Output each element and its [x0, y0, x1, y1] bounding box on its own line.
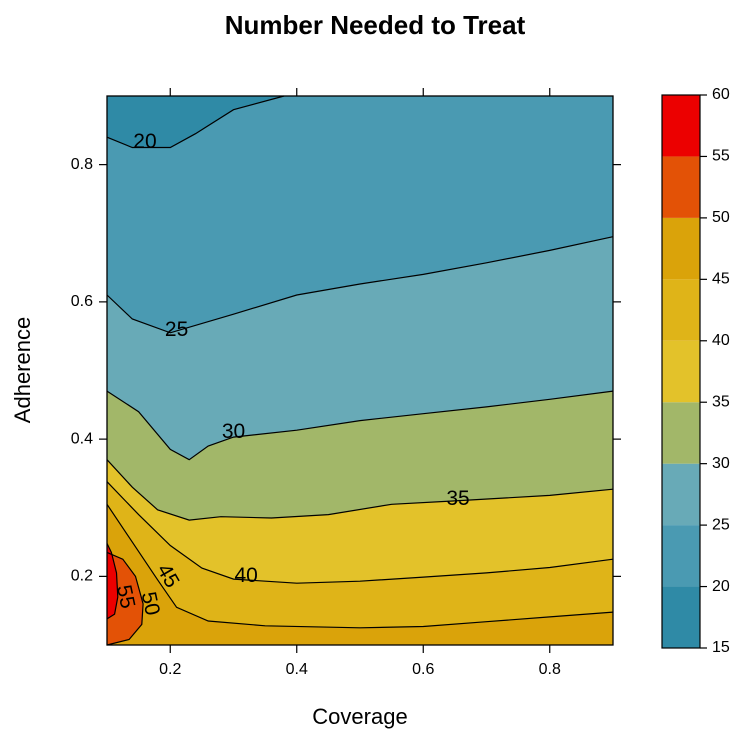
region-45-50 [107, 504, 613, 645]
contour-line-55 [106, 543, 119, 620]
contour-line-50 [106, 551, 144, 646]
colorbar-tick-label: 30 [712, 455, 730, 472]
y-tick-label: 0.4 [71, 430, 93, 447]
colorbar-tick-label: 55 [712, 148, 730, 165]
contour-line-35 [106, 459, 614, 521]
contour-label-50: 50 [137, 590, 164, 618]
y-axis-label: Adherence [10, 317, 35, 423]
colorbar-band-35-40 [662, 340, 700, 403]
colorbar-tick-label: 45 [712, 271, 730, 288]
contour-lines [106, 95, 614, 646]
contour-regions [107, 96, 613, 645]
region-15-20 [107, 96, 285, 148]
region-55-60 [107, 543, 118, 619]
contour-line-45 [106, 503, 614, 629]
x-axis-label: Coverage [312, 704, 407, 729]
colorbar-band-45-50 [662, 217, 700, 280]
colorbar-tick-label: 60 [712, 86, 730, 103]
colorbar-tick-label: 20 [712, 578, 730, 595]
chart-title: Number Needed to Treat [225, 10, 526, 40]
contour-line-20 [106, 95, 285, 149]
x-tick-label: 0.8 [539, 661, 561, 678]
contour-line-40 [106, 481, 614, 584]
x-tick-label: 0.6 [412, 661, 434, 678]
y-tick-label: 0.6 [71, 293, 93, 310]
plot-frame [106, 95, 614, 646]
contour-label-40: 40 [234, 564, 257, 587]
y-tick-label: 0.2 [71, 568, 93, 585]
colorbar-tick-label: 25 [712, 516, 730, 533]
colorbar-band-55-60 [662, 95, 700, 157]
contour-line-30 [106, 390, 614, 461]
colorbar-tick-label: 40 [712, 332, 730, 349]
axes: 0.2 0.4 0.6 0.8 0.2 0.4 0.6 0.8 [71, 88, 621, 678]
colorbar-band-20-25 [662, 525, 700, 587]
colorbar: 15 20 25 30 35 40 45 50 55 60 [661, 86, 730, 656]
contour-label-35: 35 [446, 487, 469, 510]
colorbar-tick-label: 50 [712, 209, 730, 226]
colorbar-band-50-55 [662, 156, 700, 218]
contour-line-25 [106, 236, 614, 334]
x-tick-label: 0.4 [286, 661, 308, 678]
colorbar-frame [661, 94, 701, 649]
colorbar-band-30-35 [662, 402, 700, 464]
colorbar-band-40-45 [662, 279, 700, 341]
contour-label-55: 55 [112, 583, 139, 611]
contour-label-20: 20 [133, 130, 156, 153]
colorbar-band-15-20 [662, 586, 700, 648]
colorbar-band-25-30 [662, 463, 700, 526]
region-40-45 [107, 481, 613, 645]
contour-label-30: 30 [222, 420, 245, 443]
contour-label-25: 25 [165, 318, 188, 341]
colorbar-tick-label: 35 [712, 393, 730, 410]
y-tick-label: 0.8 [71, 156, 93, 173]
colorbar-tick-label: 15 [712, 639, 730, 656]
x-tick-label: 0.2 [159, 661, 181, 678]
